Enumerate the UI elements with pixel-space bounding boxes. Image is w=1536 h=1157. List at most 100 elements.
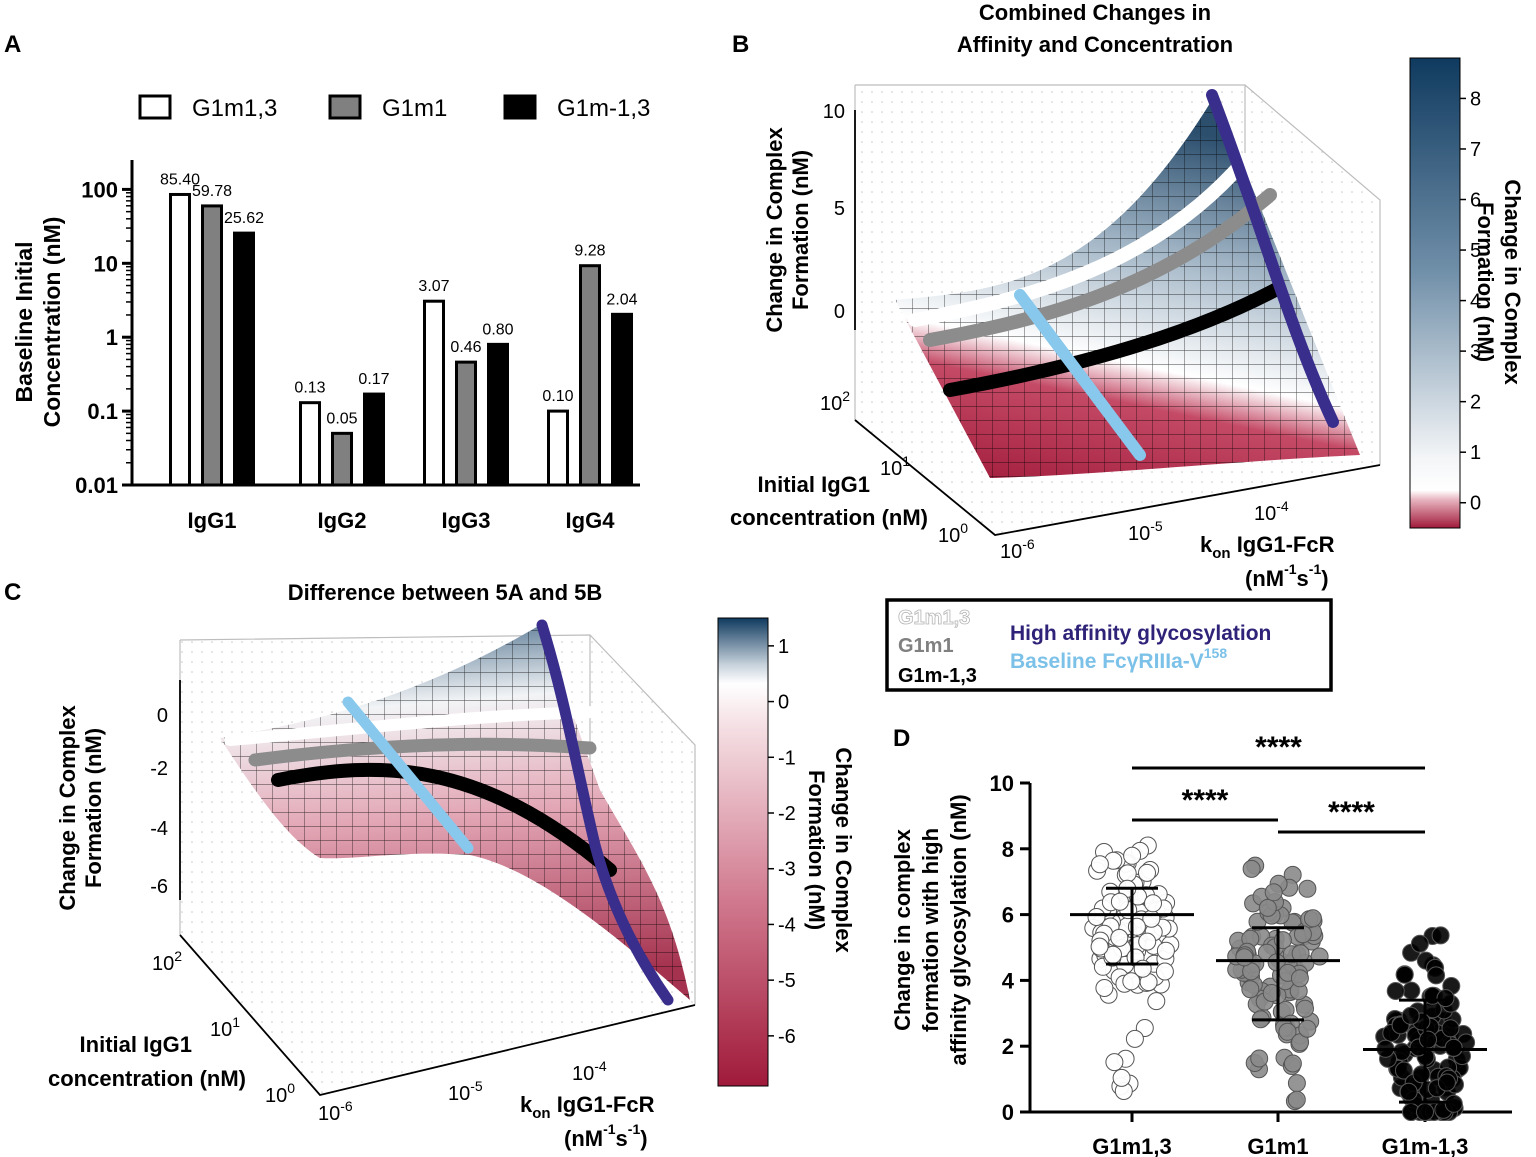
panel-d-point [1298, 879, 1317, 898]
panel-d-point [1427, 966, 1446, 985]
panel-b-line-g1m-13 [943, 283, 1282, 397]
panel-b-colorbar-label-line2: Formation (nM) [1473, 202, 1498, 362]
panel-a-ytick-label: 0.01 [75, 473, 118, 498]
panel-a-bar-label: 0.05 [326, 410, 357, 427]
panel-b-ylabel-line2: concentration (nM) [730, 505, 928, 530]
panel-a-legend-swatch [138, 94, 172, 120]
panel-a-ytick-label: 1 [106, 325, 118, 350]
panel-d-point [1444, 1038, 1463, 1057]
panel-d-ytick-label: 8 [1002, 837, 1014, 862]
panel-c-ylabel-line2: concentration (nM) [48, 1066, 246, 1091]
panel-d-point [1125, 1029, 1144, 1048]
panel-b-z-ticks: 10 5 0 [823, 101, 845, 323]
panel-d-ylabel-line3: affinity glycosylation (nM) [946, 794, 971, 1065]
panel-c-floor-axes [179, 934, 696, 1097]
panel-a-bar [579, 264, 601, 487]
panel-d-point [1112, 1068, 1131, 1087]
colorbar-tick-label: 0 [1470, 493, 1481, 515]
panel-d-point [1241, 980, 1260, 999]
panel-d-point [1287, 1074, 1306, 1093]
panel-a-category-label: IgG1 [188, 508, 237, 533]
panel-c-ztick-m4: -4 [150, 818, 168, 840]
panel-a-bar [423, 299, 445, 487]
panel-d-point [1283, 1054, 1302, 1073]
panel-c-line-g1m1 [248, 737, 597, 767]
panel-a-bar-label: 0.17 [358, 371, 389, 388]
panel-d-point [1296, 999, 1314, 1018]
panel-a-category-label: IgG3 [442, 508, 491, 533]
panel-c-letter: C [4, 579, 21, 606]
panel-c-ytick-1: 101 [210, 1014, 240, 1041]
panel-d-category-label: G1m1,3 [1092, 1134, 1172, 1157]
panel-d-point [1147, 992, 1166, 1011]
panel-d-point [1431, 926, 1450, 945]
panel-d-sig-label: **** [1255, 731, 1302, 764]
panel-d-category-label: G1m1 [1247, 1134, 1308, 1157]
panel-a-legend-label: G1m-1,3 [557, 95, 650, 122]
panel-d-point [1262, 984, 1281, 1002]
panel-d-point [1242, 859, 1261, 878]
panel-a-ytick-label: 0.1 [87, 399, 118, 424]
panel-c-ylabel-line1: Initial IgG1 [80, 1032, 192, 1057]
panel-d-point [1118, 864, 1137, 883]
panel-d-point [1394, 1061, 1413, 1080]
panel-a-bar [233, 231, 255, 487]
panel-a-bar-label: 0.46 [450, 339, 481, 356]
panel-d-point [1156, 941, 1175, 960]
panel-d-ytick-label: 0 [1002, 1100, 1014, 1125]
legend-frame [885, 598, 1333, 692]
panel-d-point [1401, 1006, 1420, 1025]
panel-b-letter: B [732, 31, 749, 58]
line-legend-box: G1m1,3 G1m1 G1m-1,3 High affinity glycos… [885, 598, 1333, 692]
panel-a-legend: G1m1,3 G1m1 G1m-1,3 [138, 94, 650, 122]
panel-a-legend-swatch [503, 94, 537, 120]
panel-c-x-ticks: 10-6 10-5 10-4 [318, 1058, 607, 1125]
panel-d-point [1298, 1019, 1317, 1038]
panel-a-bar-label: 2.04 [606, 291, 637, 308]
panel-b-line-baseline [1014, 289, 1146, 461]
panel-d-point [1235, 948, 1254, 967]
colorbar-tick-label: 2 [1470, 392, 1481, 414]
panel-d-point [1090, 937, 1109, 956]
panel-c-xtick-5: 10-5 [448, 1078, 483, 1105]
panel-a-bar [201, 204, 223, 487]
panel-d-point [1258, 898, 1277, 917]
panel-d-point [1293, 925, 1312, 944]
panel-d-point [1410, 934, 1429, 953]
panel-b-line-high-affinity [1206, 89, 1339, 428]
panel-d-point [1123, 846, 1142, 865]
panel-d-point [1412, 1065, 1431, 1084]
colorbar-tick-label: 8 [1470, 88, 1481, 110]
panel-a-bar [169, 192, 191, 487]
panel-d-point [1155, 962, 1174, 981]
colorbar-tick-label: -2 [778, 803, 796, 825]
panel-d-point [1250, 1049, 1269, 1068]
panel-d-point [1437, 1073, 1456, 1092]
panel-d-point [1436, 989, 1455, 1008]
panel-c-line-high-affinity [536, 619, 674, 1006]
panel-a-legend-label: G1m1,3 [192, 95, 277, 122]
panel-a-axes: 0.01 0.1 1 10 100 Baseline Initial Concentrati… [11, 160, 640, 533]
panel-a-bar-label: 59.78 [192, 183, 232, 200]
colorbar-tick-label: -4 [778, 914, 796, 936]
colorbar-tick-label: -3 [778, 859, 796, 881]
panel-d-point [1310, 947, 1329, 966]
legend-g1m-13: G1m-1,3 [898, 665, 977, 687]
panel-a-ytick-label: 10 [94, 251, 118, 276]
panel-a-bar [363, 392, 385, 487]
panel-a-bar [611, 312, 633, 487]
panel-c-zlabel-line1: Change in Complex [55, 705, 80, 911]
panel-b-xtick-6: 10-6 [1000, 536, 1035, 563]
panel-c-ztick-m2: -2 [150, 758, 168, 780]
panel-d-point [1138, 932, 1157, 951]
panel-c-ytick-2: 102 [152, 948, 182, 975]
panel-d-point [1402, 981, 1421, 1000]
panel-d-point [1105, 1053, 1124, 1072]
panel-d-point [1264, 883, 1283, 902]
panel-b-xtick-4: 10-4 [1254, 498, 1289, 525]
panel-d-category-label: G1m-1,3 [1382, 1134, 1469, 1157]
panel-b-ylabel-line1: Initial IgG1 [758, 472, 870, 497]
colorbar-tick-label: 4 [1470, 291, 1481, 313]
panel-a-bar-label: 25.62 [224, 210, 264, 227]
panel-c-surface-mesh [220, 625, 690, 1000]
